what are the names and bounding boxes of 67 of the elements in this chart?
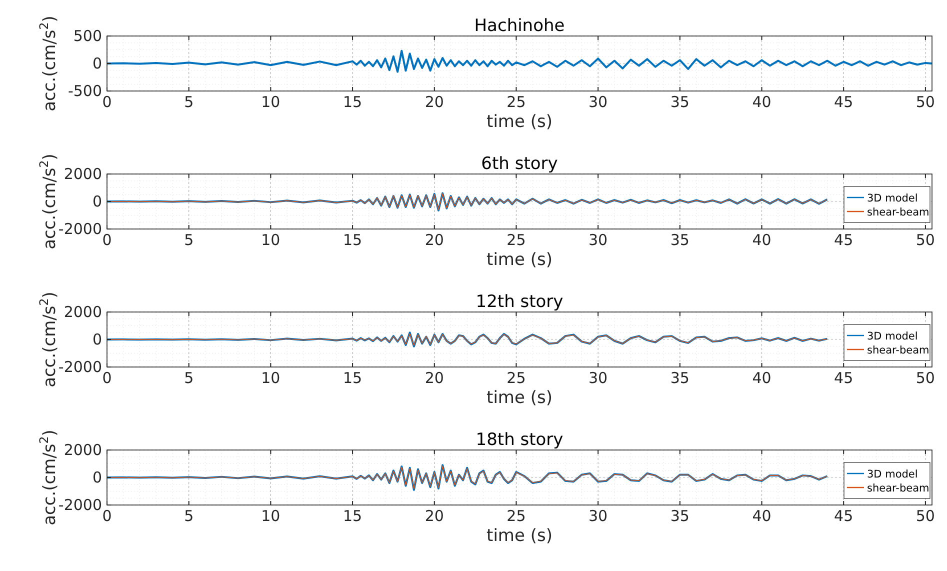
x-tick-label: 25 [506, 93, 526, 111]
x-tick-label: 10 [261, 507, 280, 525]
x-tick-label: 15 [342, 231, 362, 249]
x-tick-label: 50 [916, 507, 935, 525]
y-tick-label: 500 [73, 27, 102, 45]
y-tick-label: 0 [92, 192, 102, 210]
x-tick-label: 5 [184, 93, 194, 111]
x-tick-label: 15 [342, 93, 362, 111]
x-axis-title: time (s) [486, 112, 552, 132]
x-tick-label: 10 [261, 231, 280, 249]
chart-title: 12th story [476, 292, 564, 312]
x-tick-label: 15 [342, 507, 362, 525]
x-tick-label: 35 [670, 93, 690, 111]
x-tick-label: 25 [506, 231, 526, 249]
x-tick-label: 45 [834, 231, 854, 249]
x-tick-label: 40 [752, 369, 772, 387]
x-axis-title: time (s) [486, 526, 552, 546]
x-tick-label: 5 [184, 369, 194, 387]
x-tick-label: 50 [916, 93, 935, 111]
legend-label: shear-beam [867, 344, 930, 356]
legend-label: 3D model [867, 192, 918, 204]
x-tick-label: 45 [834, 93, 854, 111]
line-series [106, 50, 933, 73]
chart-title: 6th story [481, 154, 558, 174]
y-tick-label: -500 [68, 82, 102, 100]
y-tick-label: 0 [92, 54, 102, 72]
x-tick-label: 20 [424, 369, 444, 387]
x-tick-label: 30 [588, 93, 608, 111]
y-tick-label: 0 [92, 468, 102, 486]
x-tick-label: 45 [834, 369, 854, 387]
x-tick-label: 50 [916, 231, 935, 249]
y-tick-label: 2000 [64, 441, 102, 459]
x-tick-label: 40 [752, 231, 772, 249]
legend-label: shear-beam [867, 482, 930, 494]
x-tick-label: 20 [424, 507, 444, 525]
x-axis-title: time (s) [486, 388, 552, 408]
x-tick-label: 40 [752, 93, 772, 111]
x-tick-label: 5 [184, 507, 194, 525]
y-tick-label: 2000 [64, 165, 102, 183]
y-tick-label: 2000 [64, 303, 102, 321]
y-tick-label: -2000 [58, 220, 102, 238]
chart-title: Hachinohe [474, 16, 565, 36]
x-tick-label: 20 [424, 231, 444, 249]
x-tick-label: 30 [588, 231, 608, 249]
y-tick-label: 0 [92, 330, 102, 348]
x-tick-label: 45 [834, 507, 854, 525]
y-tick-label: -2000 [58, 496, 102, 514]
y-tick-label: -2000 [58, 358, 102, 376]
chart-title: 18th story [476, 430, 564, 450]
x-tick-label: 20 [424, 93, 444, 111]
x-tick-label: 35 [670, 369, 690, 387]
x-tick-label: 35 [670, 231, 690, 249]
x-axis-title: time (s) [486, 250, 552, 270]
legend-label: shear-beam [867, 206, 930, 218]
legend-label: 3D model [867, 468, 918, 480]
x-tick-label: 30 [588, 369, 608, 387]
x-tick-label: 15 [342, 369, 362, 387]
x-tick-label: 30 [588, 507, 608, 525]
x-tick-label: 25 [506, 507, 526, 525]
legend-label: 3D model [867, 330, 918, 342]
x-tick-label: 35 [670, 507, 690, 525]
x-tick-label: 50 [916, 369, 935, 387]
x-tick-label: 5 [184, 231, 194, 249]
x-tick-label: 10 [261, 369, 280, 387]
x-tick-label: 25 [506, 369, 526, 387]
x-tick-label: 10 [261, 93, 280, 111]
x-tick-label: 40 [752, 507, 772, 525]
